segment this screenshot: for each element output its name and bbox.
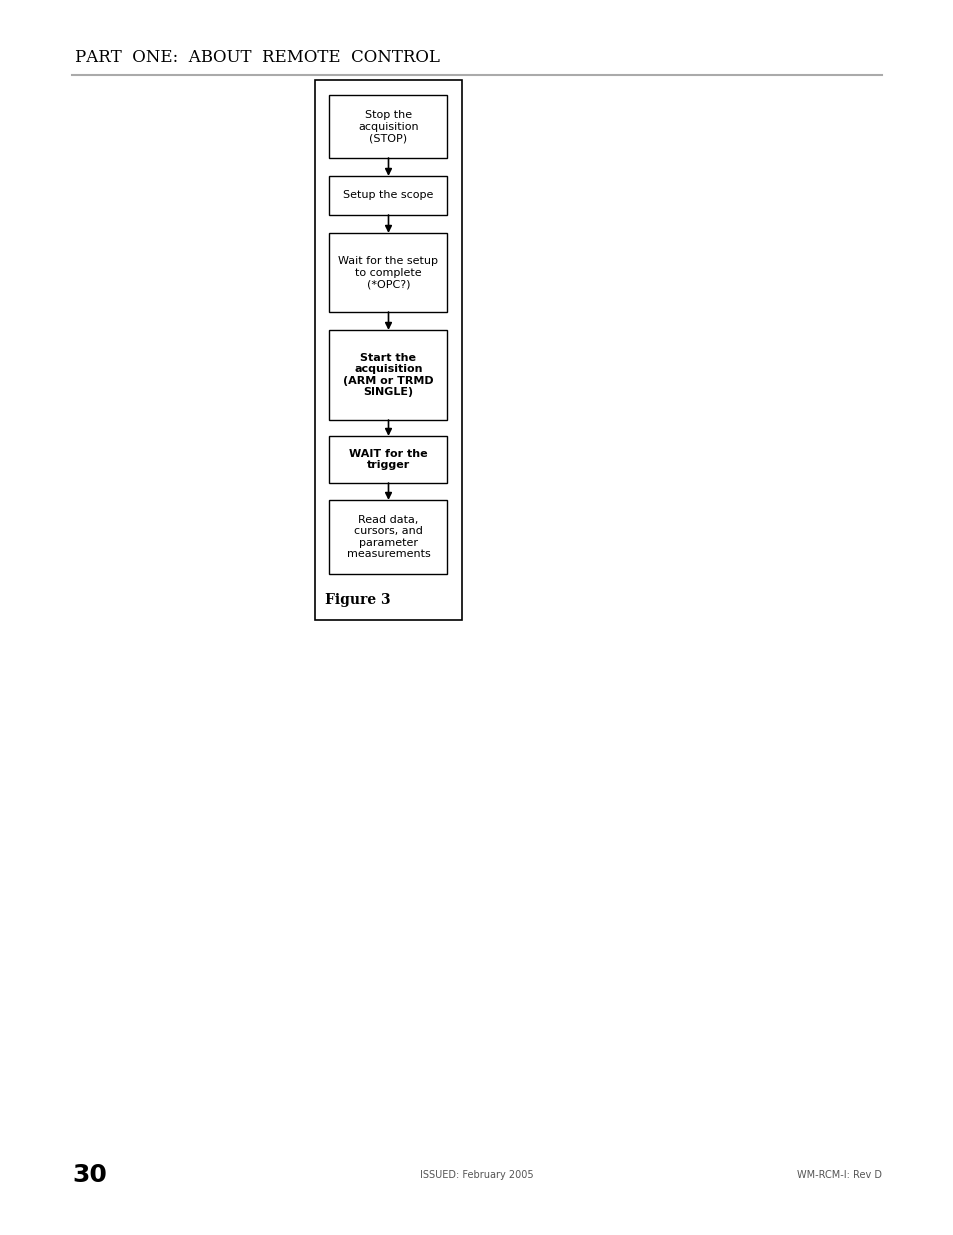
- Text: Setup the scope: Setup the scope: [343, 190, 434, 200]
- Text: WM-RCM-I: Rev D: WM-RCM-I: Rev D: [796, 1170, 882, 1179]
- Bar: [329, 233, 447, 312]
- Text: Figure 3: Figure 3: [325, 593, 390, 606]
- Bar: [329, 500, 447, 574]
- Text: 30: 30: [71, 1163, 107, 1187]
- Bar: [329, 177, 447, 215]
- Text: P​A​R​T  O​N​E​:  A​B​O​U​T  R​E​M​O​T​E  C​O​N​T​R​O​L: P​A​R​T O​N​E​: A​B​O​U​T R​E​M​O​T​E C​…: [75, 49, 439, 67]
- Text: Start the
acquisition
(ARM or TRMD
SINGLE): Start the acquisition (ARM or TRMD SINGL…: [343, 353, 434, 398]
- Text: Wait for the setup
to complete
(*OPC?): Wait for the setup to complete (*OPC?): [338, 256, 438, 289]
- Text: Read data,
cursors, and
parameter
measurements: Read data, cursors, and parameter measur…: [346, 515, 430, 559]
- Text: WAIT for the
trigger: WAIT for the trigger: [349, 448, 427, 471]
- Text: Stop the
acquisition
(STOP): Stop the acquisition (STOP): [357, 110, 418, 143]
- Bar: [314, 80, 461, 620]
- Bar: [329, 330, 447, 420]
- Bar: [329, 95, 447, 158]
- Bar: [329, 436, 447, 483]
- Text: ISSUED: February 2005: ISSUED: February 2005: [419, 1170, 534, 1179]
